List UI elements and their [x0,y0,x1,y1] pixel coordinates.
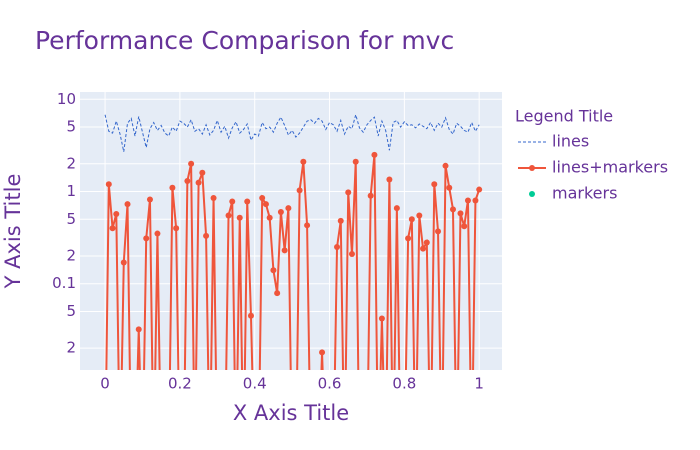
data-point [337,217,344,224]
y-tick-label: 0.1 [52,274,76,292]
y-tick-label: 5 [66,118,76,136]
data-point [120,259,127,266]
data-point [345,189,352,196]
legend-label: markers [552,184,617,203]
y-tick-label: 2 [66,246,76,264]
data-point [281,247,288,254]
data-point [386,176,393,183]
data-point [464,197,471,204]
series-line [104,112,480,152]
data-point [270,267,277,274]
data-point [225,212,232,219]
legend-title: Legend Title [515,107,613,126]
data-point [199,169,206,176]
data-point [435,228,442,235]
x-tick-label: 0.6 [318,375,342,393]
data-point [169,184,176,191]
data-point [173,225,180,232]
data-point [371,151,378,158]
x-tick-label: 0.2 [168,375,192,393]
x-tick-label: 1 [474,375,484,393]
data-point [461,223,468,230]
legend-label: lines [552,132,589,151]
legend-swatch [529,165,535,171]
data-point [188,160,195,167]
x-tick-label: 0.8 [392,375,416,393]
data-point [146,196,153,203]
data-point [367,192,374,199]
y-tick-label: 10 [57,90,76,108]
data-point [247,312,254,319]
data-point [274,290,281,297]
data-point [442,162,449,169]
data-point [113,211,120,218]
data-point [378,315,385,322]
chart-title: Performance Comparison for mvc [35,26,454,55]
data-point [472,197,479,204]
data-point [154,230,161,237]
legend-label: lines+markers [552,158,668,177]
y-tick-label: 2 [66,339,76,357]
data-point [319,349,326,356]
data-point [476,186,483,193]
data-point [408,216,415,223]
data-point [244,198,251,205]
y-tick-label: 2 [66,154,76,172]
data-point [229,198,236,205]
data-point [420,245,427,252]
data-point [262,201,269,208]
data-point [423,239,430,246]
data-point [334,244,341,251]
data-point [109,225,116,232]
data-point [135,326,142,333]
x-tick-label: 0.4 [243,375,267,393]
data-point [259,195,266,202]
data-point [285,205,292,212]
data-point [266,214,273,221]
data-point [405,235,412,242]
data-point [431,181,438,188]
data-point [304,222,311,229]
y-tick-label: 1 [66,182,76,200]
data-point [457,210,464,217]
data-point [446,184,453,191]
data-point [352,158,359,165]
data-point [105,181,112,188]
x-tick-label: 0 [100,375,110,393]
data-point [203,232,210,239]
data-point [393,205,400,212]
data-point [124,201,131,208]
data-point [416,212,423,219]
legend-swatch [529,191,535,197]
data-point [195,179,202,186]
x-axis-title: X Axis Title [233,401,349,425]
data-point [300,158,307,165]
y-tick-label: 5 [66,302,76,320]
data-point [296,187,303,194]
y-tick-label: 5 [66,210,76,228]
y-axis-title: Y Axis Title [1,174,25,290]
data-point [236,214,243,221]
data-point [210,195,217,202]
data-point [348,251,355,258]
data-point [449,206,456,213]
data-point [277,208,284,215]
data-point [143,235,150,242]
data-point [184,178,191,185]
